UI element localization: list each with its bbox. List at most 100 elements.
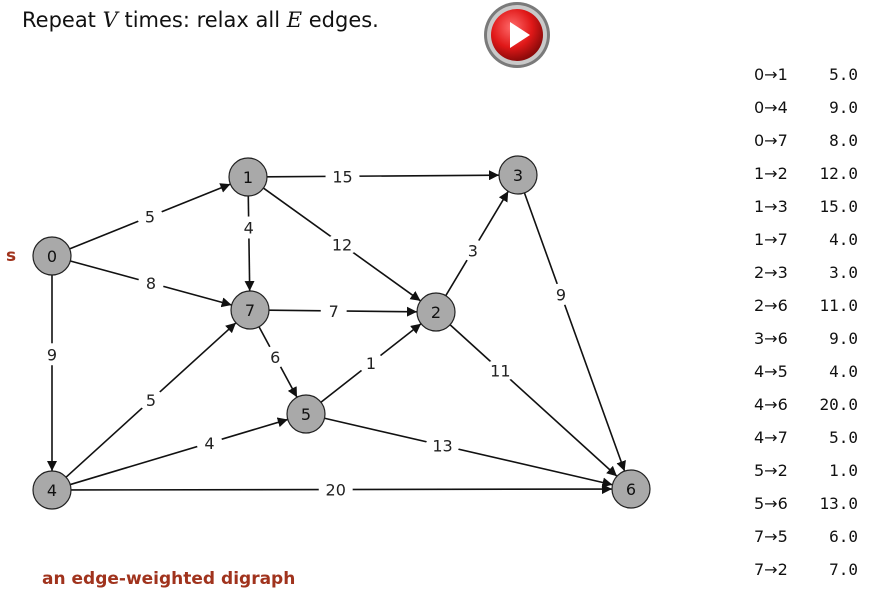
edge-weight-5-6: 13 [425, 434, 460, 457]
edge-list-row: 4→6 20.0 [754, 392, 864, 425]
svg-text:6: 6 [270, 348, 280, 367]
vertex-2: 2 [416, 292, 456, 332]
edge-list-weight: 4.0 [829, 230, 858, 249]
edge-list-row: 1→2 12.0 [754, 161, 864, 194]
edge-list-edge: 0→1 [754, 65, 788, 84]
svg-text:4: 4 [244, 219, 254, 238]
vertex-3: 3 [498, 155, 538, 195]
svg-text:3: 3 [513, 166, 523, 185]
edge-list: 0→1 5.0 0→4 9.0 0→7 8.0 1→2 12.0 1→3 15.0 1→7 4.0 2→… [754, 62, 864, 590]
edge-3-6 [523, 192, 626, 472]
edge-list-row: 0→7 8.0 [754, 128, 864, 161]
svg-text:9: 9 [47, 345, 57, 364]
svg-text:0: 0 [47, 247, 57, 266]
edge-list-edge: 4→7 [754, 428, 788, 447]
edge-list-weight: 9.0 [829, 98, 858, 117]
svg-text:13: 13 [432, 437, 452, 456]
edge-list-edge: 0→7 [754, 131, 788, 150]
edge-list-edge: 0→4 [754, 98, 788, 117]
title-part: times: relax all [117, 8, 287, 32]
edge-list-edge: 5→6 [754, 494, 788, 513]
edge-1-7 [244, 195, 255, 292]
edge-weight-4-7: 5 [138, 389, 164, 411]
edge-list-edge: 4→5 [754, 362, 788, 381]
vertex-6: 6 [611, 469, 651, 509]
edge-list-weight: 6.0 [829, 527, 858, 546]
edge-list-weight: 11.0 [819, 296, 858, 315]
svg-text:11: 11 [490, 361, 510, 380]
edge-list-edge: 7→5 [754, 527, 788, 546]
edge-list-row: 4→7 5.0 [754, 425, 864, 458]
svg-text:7: 7 [329, 302, 339, 321]
edge-list-weight: 5.0 [829, 428, 858, 447]
svg-text:5: 5 [146, 391, 156, 410]
svg-text:12: 12 [332, 236, 352, 255]
edge-list-weight: 20.0 [819, 395, 858, 414]
edge-list-edge: 4→6 [754, 395, 788, 414]
svg-text:5: 5 [145, 208, 155, 227]
caption: an edge-weighted digraph [42, 569, 296, 589]
vertex-0: 0 [32, 236, 72, 276]
svg-text:8: 8 [146, 274, 156, 293]
edge-list-edge: 7→2 [754, 560, 788, 579]
vertex-1: 1 [228, 157, 268, 197]
edge-4-5 [69, 417, 289, 486]
edge-list-weight: 15.0 [819, 197, 858, 216]
edge-weight-7-2: 7 [320, 299, 347, 322]
edge-list-edge: 5→2 [754, 461, 788, 480]
edge-weight-0-4: 9 [39, 343, 65, 366]
title-var-e: E [286, 8, 303, 32]
title-part: Repeat [22, 8, 103, 32]
svg-text:20: 20 [326, 481, 346, 500]
edge-weight-2-6: 11 [483, 359, 518, 382]
edge-2-6 [449, 324, 618, 477]
edge-list-row: 5→2 1.0 [754, 458, 864, 491]
svg-text:7: 7 [245, 301, 255, 320]
vertex-7: 7 [230, 290, 270, 330]
svg-text:5: 5 [301, 405, 311, 424]
edge-list-row: 2→3 3.0 [754, 260, 864, 293]
edge-list-weight: 5.0 [829, 65, 858, 84]
edge-weight-4-5: 4 [196, 431, 223, 454]
edge-list-row: 1→7 4.0 [754, 227, 864, 260]
title-part: edges. [302, 8, 379, 32]
vertex-5: 5 [286, 394, 326, 434]
edge-list-weight: 3.0 [829, 263, 858, 282]
edge-list-weight: 9.0 [829, 329, 858, 348]
edge-list-row: 5→6 13.0 [754, 491, 864, 524]
svg-text:4: 4 [47, 481, 57, 500]
edge-list-weight: 7.0 [829, 560, 858, 579]
edge-weight-2-3: 3 [459, 239, 486, 262]
svg-text:3: 3 [468, 241, 478, 260]
edge-weight-4-6: 20 [318, 478, 353, 501]
edge-weight-5-2: 1 [358, 352, 384, 374]
edge-list-row: 1→3 15.0 [754, 194, 864, 227]
source-marker: s [6, 246, 16, 266]
edge-list-row: 0→4 9.0 [754, 95, 864, 128]
edge-list-row: 7→2 7.0 [754, 557, 864, 590]
edge-weight-1-7: 4 [235, 216, 262, 239]
edge-weight-3-6: 9 [547, 283, 574, 306]
edge-weight-0-1: 5 [137, 205, 163, 228]
edge-list-weight: 4.0 [829, 362, 858, 381]
edge-weight-7-5: 6 [262, 345, 289, 368]
edge-list-row: 7→5 6.0 [754, 524, 864, 557]
edge-weight-1-3: 15 [325, 165, 360, 188]
vertex-4: 4 [32, 470, 72, 510]
edge-5-6 [324, 417, 613, 488]
edge-list-edge: 3→6 [754, 329, 788, 348]
play-icon [484, 2, 550, 68]
edge-weight-0-7: 8 [138, 272, 164, 294]
edge-list-weight: 13.0 [819, 494, 858, 513]
svg-text:1: 1 [243, 168, 253, 187]
title-var-v: V [102, 8, 118, 32]
play-button[interactable] [483, 1, 551, 69]
svg-text:9: 9 [556, 285, 566, 304]
edge-list-edge: 1→2 [754, 164, 788, 183]
edge-list-edge: 2→6 [754, 296, 788, 315]
svg-text:1: 1 [366, 354, 376, 373]
edge-list-edge: 1→3 [754, 197, 788, 216]
edge-list-edge: 2→3 [754, 263, 788, 282]
edge-list-weight: 8.0 [829, 131, 858, 150]
